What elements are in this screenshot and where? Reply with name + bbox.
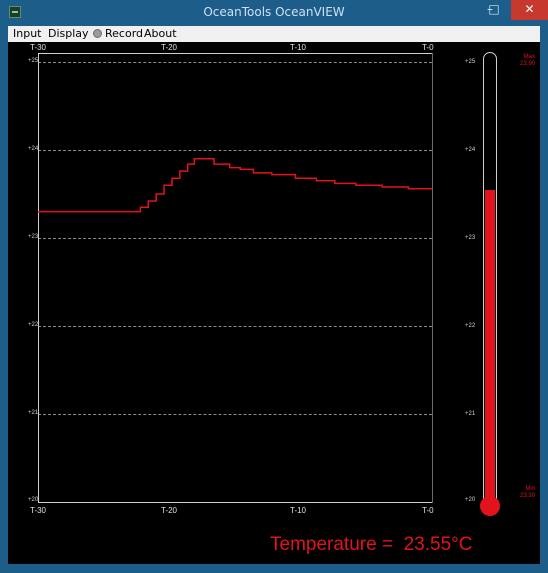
gridline: [38, 238, 432, 239]
thermometer-bulb: [480, 496, 500, 516]
gridline: [38, 414, 432, 415]
gridline: [38, 150, 432, 151]
maximize-button[interactable]: □: [488, 2, 500, 16]
therm-tick-label: +25: [465, 59, 476, 65]
top-axis-line: [38, 53, 432, 54]
minimize-button[interactable]: –: [487, 2, 493, 16]
max-indicator: Max 23.90: [513, 54, 535, 68]
thermometer-fill: [485, 189, 495, 506]
max-value: 23.90: [519, 61, 535, 67]
y-tick-label: +25: [28, 58, 39, 64]
window-title: OceanTools OceanVIEW: [203, 5, 345, 19]
menu-about[interactable]: About: [144, 27, 177, 40]
therm-tick-label: +23: [465, 235, 476, 241]
menu-bar: Input Display Record About: [8, 26, 540, 42]
close-button[interactable]: ✕: [511, 0, 548, 20]
bottom-tick-label: T-20: [161, 506, 178, 515]
menu-record-label: Record: [105, 27, 144, 40]
therm-tick-label: +20: [465, 497, 476, 503]
top-tick-label: T-30: [30, 43, 47, 52]
max-label: Max: [523, 54, 535, 60]
temperature-series-line: [38, 158, 432, 213]
readout-value: 23.55°C: [403, 534, 473, 555]
min-indicator: Min 23.30: [513, 486, 535, 500]
therm-tick-label: +22: [465, 323, 476, 329]
gridline: [38, 326, 432, 327]
y-tick-label: +21: [28, 410, 39, 416]
readout-label: Temperature =: [270, 534, 394, 555]
bottom-tick-label: T-10: [290, 506, 307, 515]
bottom-axis-line: [38, 502, 432, 503]
min-value: 23.30: [519, 493, 535, 499]
therm-tick-label: +24: [465, 147, 476, 153]
title-bar[interactable]: OceanTools OceanVIEW – ✕ □: [0, 0, 548, 26]
record-icon: [93, 29, 102, 38]
min-label: Min: [525, 486, 535, 492]
menu-input[interactable]: Input: [13, 27, 42, 40]
bottom-tick-label: T-30: [30, 506, 47, 515]
top-tick-label: T-20: [161, 43, 178, 52]
temperature-readout: Temperature = 23.55°C: [270, 534, 472, 556]
top-tick-label: T-0: [422, 43, 434, 52]
y-tick-label: +22: [28, 322, 39, 328]
therm-tick-label: +21: [465, 411, 476, 417]
y-tick-label: +23: [28, 234, 39, 240]
app-icon: [9, 6, 21, 18]
temperature-chart: [38, 158, 432, 213]
y-tick-label: +24: [28, 146, 39, 152]
gridline: [38, 62, 432, 63]
menu-record[interactable]: Record: [93, 27, 143, 40]
top-tick-label: T-10: [290, 43, 307, 52]
left-axis-line: [38, 53, 39, 503]
y-tick-label: +20: [28, 497, 39, 503]
plot-area: T-30 T-20 T-10 T-0 +25 +24 +23 +22 +21 +…: [8, 42, 540, 564]
menu-display[interactable]: Display: [48, 27, 89, 40]
right-axis-line: [432, 53, 433, 503]
bottom-tick-label: T-0: [422, 506, 434, 515]
